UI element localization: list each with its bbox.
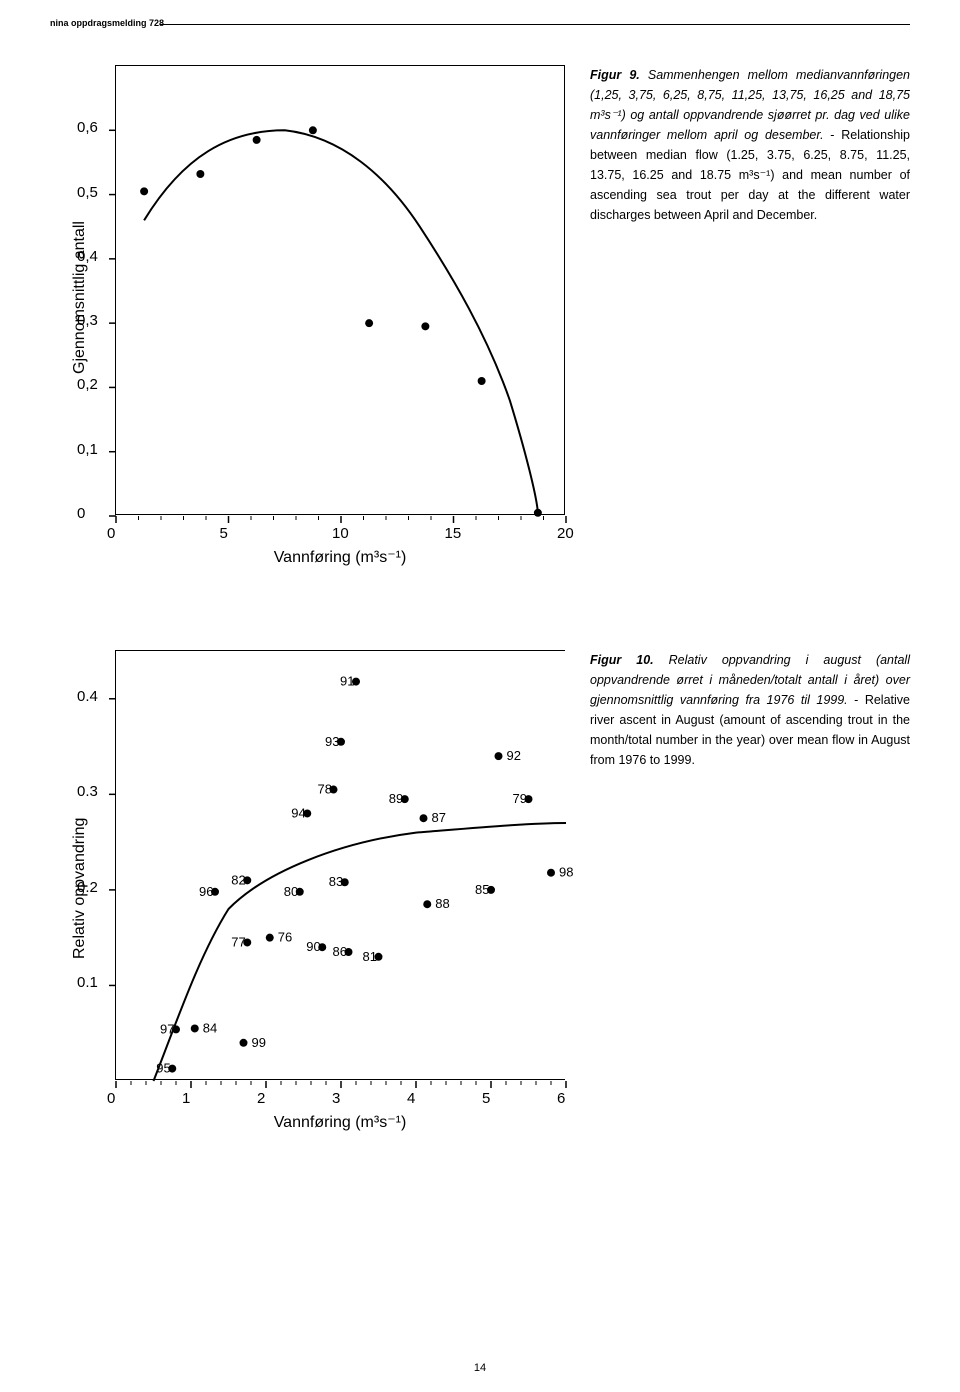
y-tick-label: 0,3 xyxy=(77,312,98,329)
x-tick-label: 15 xyxy=(445,525,462,542)
x-tick-label: 2 xyxy=(257,1090,265,1107)
figure-9-xlabel: Vannføring (m³s⁻¹) xyxy=(115,547,565,567)
x-tick-label: 6 xyxy=(557,1090,565,1107)
x-tick-label: 20 xyxy=(557,525,574,542)
svg-text:80: 80 xyxy=(284,884,298,899)
svg-text:91: 91 xyxy=(340,674,354,689)
figure-9-svg xyxy=(116,66,566,516)
y-tick-label: 0,5 xyxy=(77,184,98,201)
svg-text:92: 92 xyxy=(507,748,521,763)
svg-text:84: 84 xyxy=(203,1020,217,1035)
x-tick-label: 0 xyxy=(107,525,115,542)
x-tick-label: 5 xyxy=(220,525,228,542)
figure-9: Figur 9. Sammenhengen mellom medianvannf… xyxy=(50,65,910,515)
y-tick-label: 0.3 xyxy=(77,783,98,800)
svg-text:83: 83 xyxy=(329,874,343,889)
svg-text:96: 96 xyxy=(199,884,213,899)
svg-text:82: 82 xyxy=(231,872,245,887)
x-tick-label: 1 xyxy=(182,1090,190,1107)
y-tick-label: 0.1 xyxy=(77,974,98,991)
figure-9-caption: Figur 9. Sammenhengen mellom medianvannf… xyxy=(590,65,910,225)
x-tick-label: 4 xyxy=(407,1090,415,1107)
svg-text:87: 87 xyxy=(432,810,446,825)
svg-text:97: 97 xyxy=(160,1021,174,1036)
svg-text:89: 89 xyxy=(389,791,403,806)
figure-9-plot xyxy=(115,65,565,515)
svg-text:81: 81 xyxy=(363,949,377,964)
x-tick-label: 0 xyxy=(107,1090,115,1107)
x-tick-label: 5 xyxy=(482,1090,490,1107)
x-tick-label: 10 xyxy=(332,525,349,542)
y-tick-label: 0 xyxy=(77,505,85,522)
y-tick-label: 0,1 xyxy=(77,441,98,458)
page-header: nina oppdragsmelding 728 xyxy=(50,18,164,28)
svg-text:76: 76 xyxy=(278,930,292,945)
page-number: 14 xyxy=(474,1362,486,1374)
figure-9-ylabel: Gjennomsnittlig antall xyxy=(71,174,89,374)
x-tick-label: 3 xyxy=(332,1090,340,1107)
svg-text:77: 77 xyxy=(231,934,245,949)
figure-10-svg: 76 77 78 79 80 81 82 83 84 85 86 87 88 89 90 91 92 93 94 95… xyxy=(116,651,566,1081)
figure-10-xlabel: Vannføring (m³s⁻¹) xyxy=(115,1112,565,1132)
svg-text:79: 79 xyxy=(513,791,527,806)
y-tick-label: 0.2 xyxy=(77,879,98,896)
figure-10: Figur 10. Relativ oppvandring i august (… xyxy=(50,650,910,1080)
y-tick-label: 0,2 xyxy=(77,376,98,393)
svg-text:94: 94 xyxy=(291,805,305,820)
svg-text:93: 93 xyxy=(325,734,339,749)
y-tick-label: 0,6 xyxy=(77,119,98,136)
svg-text:85: 85 xyxy=(475,882,489,897)
y-tick-label: 0,4 xyxy=(77,248,98,265)
svg-text:95: 95 xyxy=(156,1061,170,1076)
svg-text:86: 86 xyxy=(333,944,347,959)
svg-text:90: 90 xyxy=(306,939,320,954)
svg-text:98: 98 xyxy=(559,865,573,880)
y-tick-label: 0.4 xyxy=(77,688,98,705)
figure-10-caption: Figur 10. Relativ oppvandring i august (… xyxy=(590,650,910,770)
svg-text:99: 99 xyxy=(252,1035,266,1050)
svg-text:78: 78 xyxy=(318,782,332,797)
svg-text:88: 88 xyxy=(435,896,449,911)
header-rule xyxy=(160,24,910,25)
figure-10-plot: 76 77 78 79 80 81 82 83 84 85 86 87 88 89 90 91 92 93 94 95… xyxy=(115,650,565,1080)
